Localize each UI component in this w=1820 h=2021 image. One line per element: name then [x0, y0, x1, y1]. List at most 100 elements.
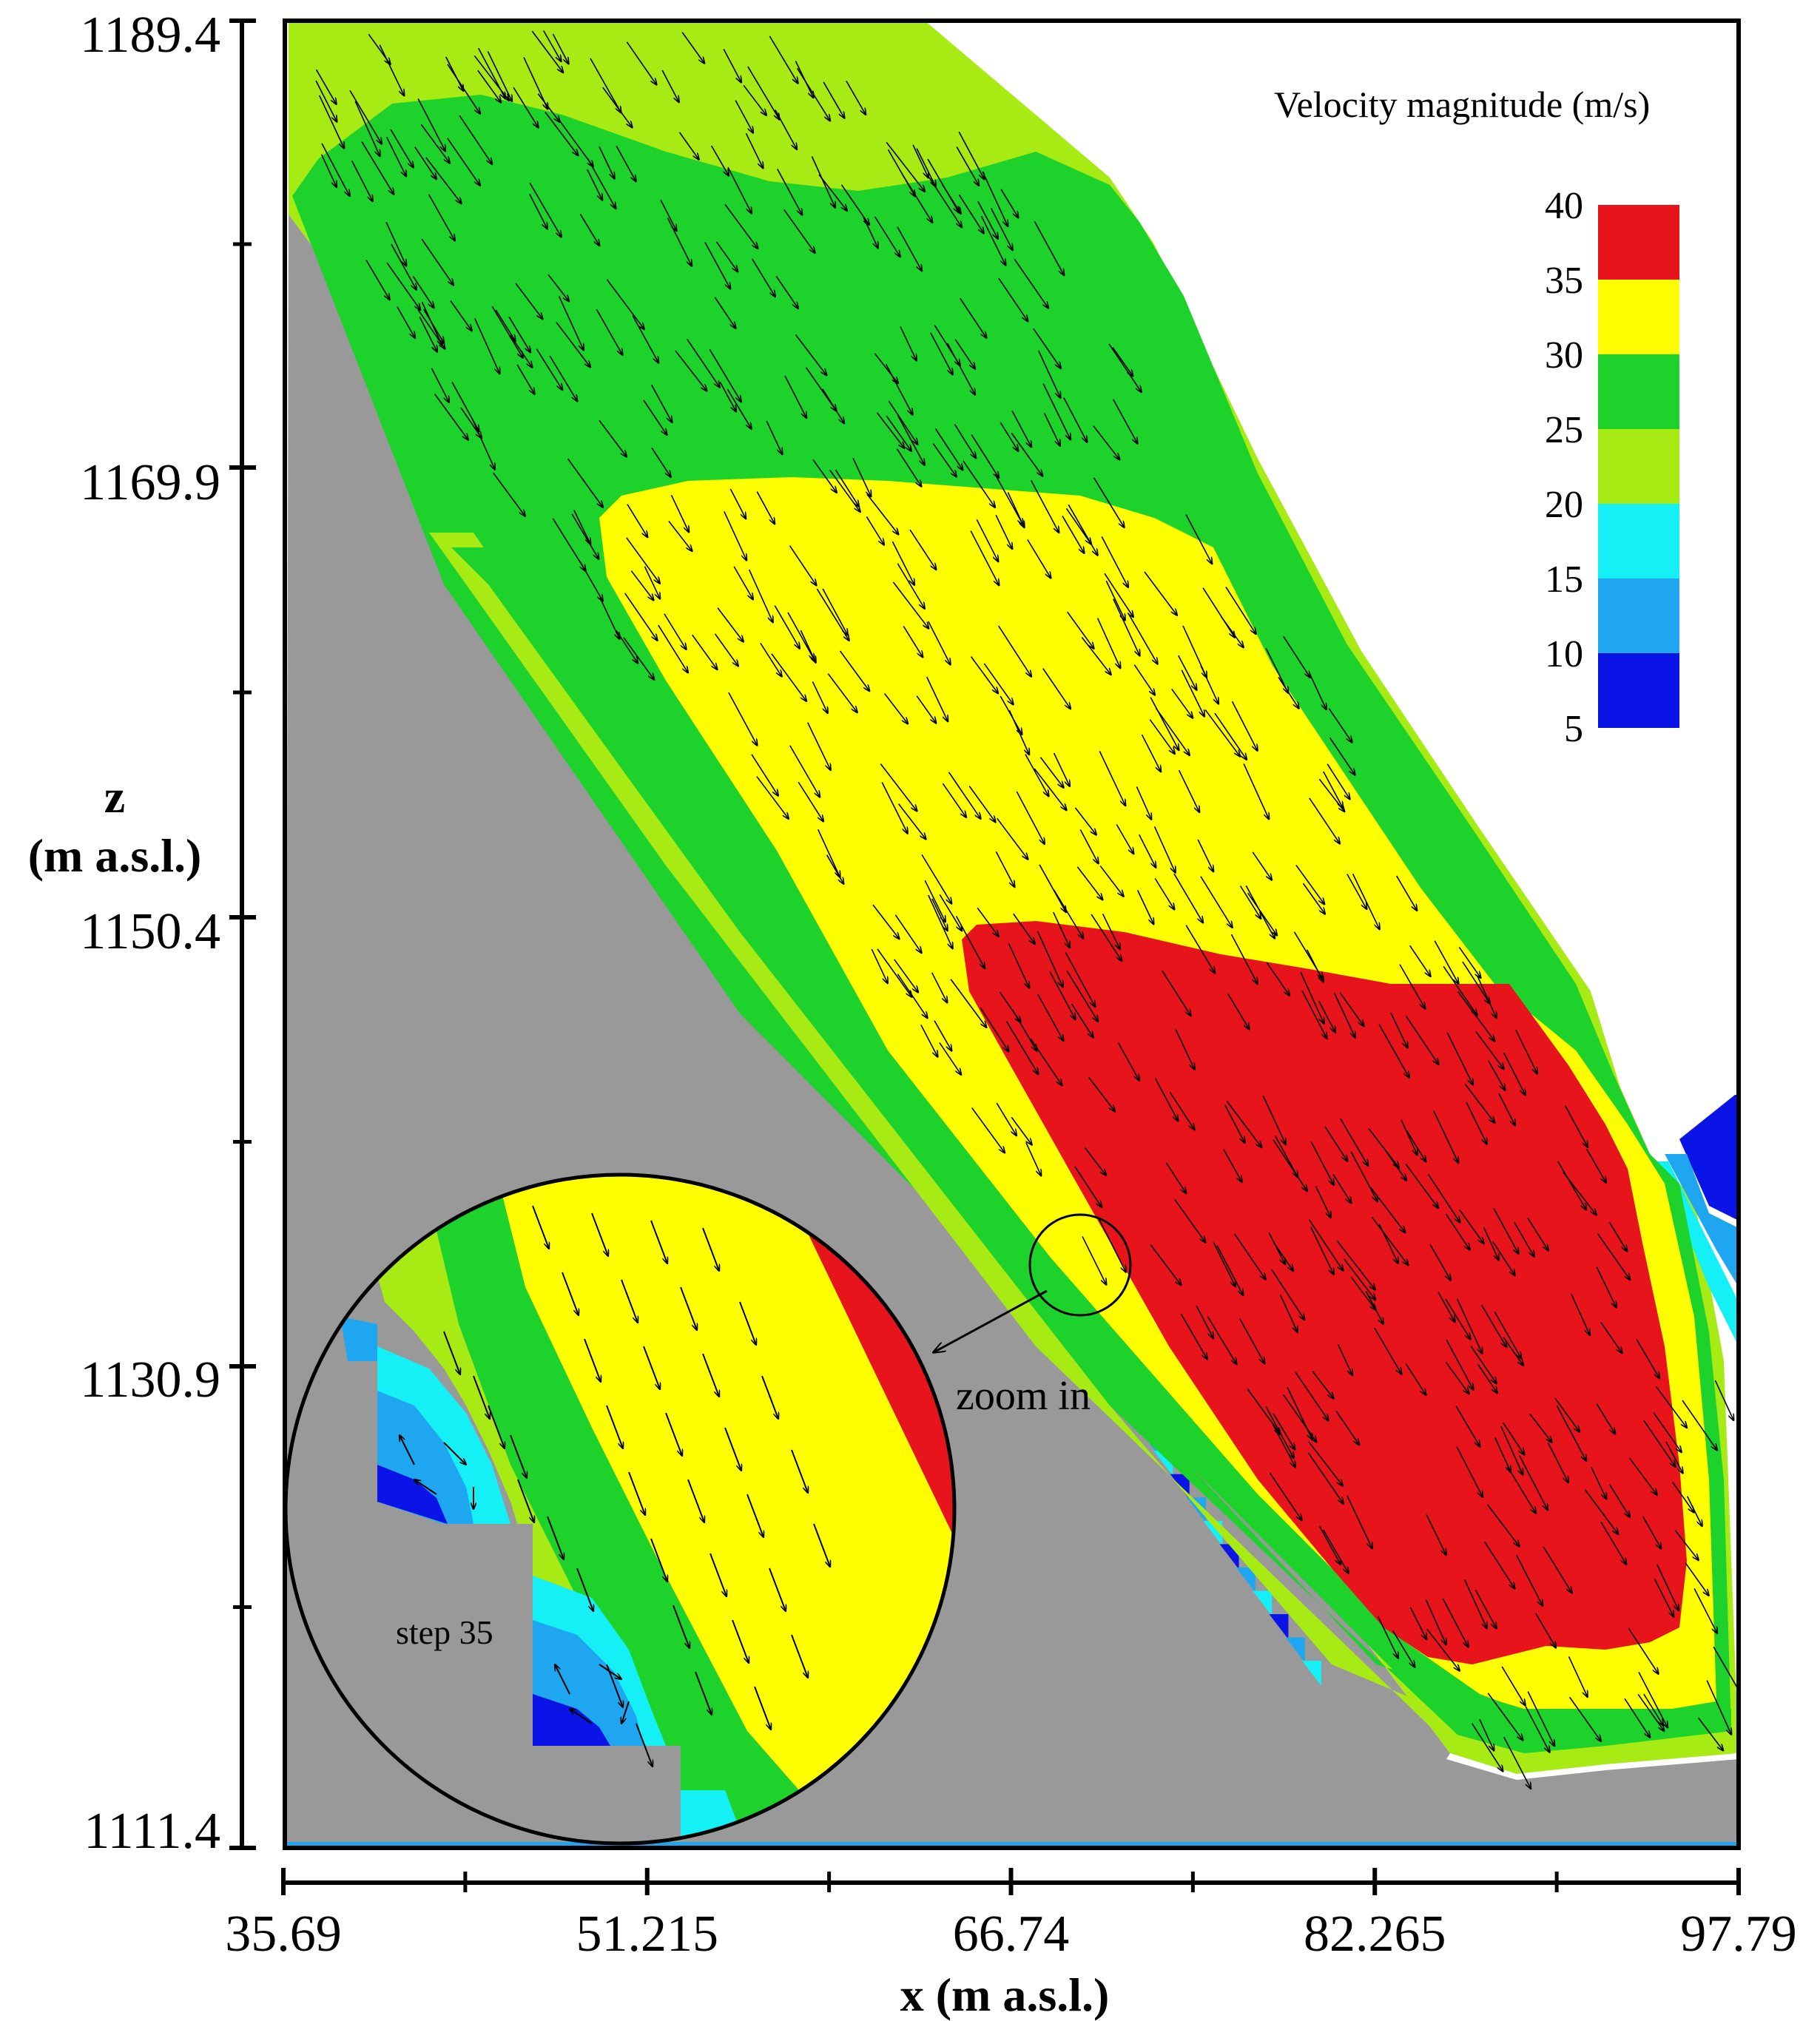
legend-label: 35 [1545, 260, 1583, 302]
velocity-vector [1514, 1221, 1534, 1257]
inset-vector [791, 1449, 808, 1493]
inset-step2-blue [533, 1694, 610, 1746]
velocity-vector [1347, 874, 1366, 909]
contour-lightblue-right [1665, 1154, 1739, 1287]
velocity-vector [1071, 1003, 1093, 1038]
velocity-vector [817, 829, 840, 877]
velocity-vector [995, 514, 1012, 549]
velocity-vector [932, 443, 956, 477]
velocity-vector [1329, 738, 1355, 775]
inset-swirl-vector [443, 1442, 466, 1465]
velocity-vector [1295, 865, 1324, 905]
velocity-vector [397, 306, 415, 338]
velocity-vector [1350, 1151, 1378, 1201]
y-tick-label: 1130.9 [80, 1352, 220, 1408]
velocity-vector [385, 221, 406, 266]
velocity-vector [529, 182, 562, 237]
velocity-vector [1139, 834, 1156, 868]
velocity-vector [954, 424, 976, 459]
velocity-vector [1011, 1116, 1031, 1144]
x-tick-label: 35.69 [225, 1906, 342, 1963]
velocity-vector [777, 169, 802, 215]
velocity-vector [428, 194, 455, 241]
velocity-vector [976, 519, 998, 561]
velocity-vector [998, 277, 1028, 321]
velocity-vector [866, 493, 898, 534]
velocity-vector [1283, 635, 1310, 678]
velocity-vector [1600, 1322, 1622, 1354]
velocity-vector [1486, 1504, 1520, 1547]
velocity-vector [1706, 1680, 1731, 1735]
velocity-vector [1231, 701, 1257, 751]
velocity-vector [760, 642, 782, 676]
legend-title: Velocity magnitude (m/s) [1274, 84, 1650, 125]
velocity-vector [1271, 1269, 1305, 1320]
velocity-vector [1426, 1628, 1460, 1670]
velocity-vector [513, 87, 539, 127]
velocity-vector [1302, 883, 1324, 914]
velocity-vector [874, 353, 898, 383]
velocity-vector [1011, 432, 1042, 476]
velocity-vector [1328, 708, 1352, 743]
velocity-vector [994, 473, 1023, 524]
velocity-vector [1474, 1590, 1497, 1629]
velocity-vector [982, 171, 1008, 226]
velocity-vector [419, 317, 437, 351]
bed-step [1253, 1590, 1273, 1616]
velocity-vector [835, 469, 859, 507]
velocity-vector [714, 297, 735, 328]
velocity-vector [1318, 1000, 1335, 1033]
velocity-vector [871, 948, 888, 983]
legend-swatch [1598, 280, 1679, 354]
velocity-vector [1494, 1312, 1521, 1358]
floor-line [285, 1842, 1739, 1846]
velocity-vector [1309, 797, 1340, 844]
inset-swirl-vector [570, 1709, 593, 1724]
zoom-target-circle [1028, 1213, 1132, 1317]
velocity-vector [687, 339, 720, 387]
velocity-vector [1378, 1024, 1409, 1078]
velocity-vector [798, 781, 823, 821]
velocity-vector [1043, 413, 1060, 446]
velocity-vector [1062, 516, 1084, 553]
velocity-vector [1025, 754, 1048, 797]
velocity-vector [434, 394, 468, 440]
zoom-inset: step 35 [283, 1173, 957, 1846]
inset-vector [517, 1479, 534, 1522]
velocity-vector [1643, 1420, 1676, 1467]
velocity-vector [1674, 1529, 1699, 1560]
velocity-vector [321, 143, 350, 196]
velocity-vector [447, 138, 480, 186]
velocity-vector [958, 131, 984, 179]
velocity-vector [811, 156, 835, 208]
velocity-vector [1682, 1400, 1717, 1451]
velocity-vector [812, 681, 827, 713]
inset-vector [687, 1479, 704, 1522]
inset-vector [732, 1619, 749, 1663]
velocity-vector [1230, 934, 1257, 984]
velocity-vector [885, 364, 913, 414]
velocity-vector [1005, 1021, 1039, 1075]
velocity-vector [421, 238, 454, 285]
velocity-vector [896, 448, 921, 487]
inset-vector [673, 1605, 690, 1648]
y-axis-title-line2: (m a.s.l.) [28, 829, 202, 882]
velocity-vector [1628, 1457, 1656, 1495]
inset-step0-cyan [340, 1317, 377, 1361]
velocity-vector [1409, 1607, 1427, 1639]
velocity-vector [1000, 189, 1018, 218]
velocity-vector [1262, 1096, 1286, 1144]
velocity-vector [1433, 1110, 1458, 1163]
velocity-vector [661, 70, 679, 102]
velocity-vector [626, 41, 656, 85]
velocity-vector [756, 491, 775, 524]
velocity-vector [474, 317, 500, 374]
velocity-vector [495, 309, 515, 341]
inset-vector [791, 1634, 808, 1678]
velocity-vector [1180, 1313, 1207, 1360]
velocity-vector [1458, 946, 1480, 978]
velocity-vector [536, 348, 562, 390]
inset-vector [584, 1338, 601, 1382]
velocity-vector [493, 472, 525, 516]
velocity-vector [1266, 962, 1290, 996]
